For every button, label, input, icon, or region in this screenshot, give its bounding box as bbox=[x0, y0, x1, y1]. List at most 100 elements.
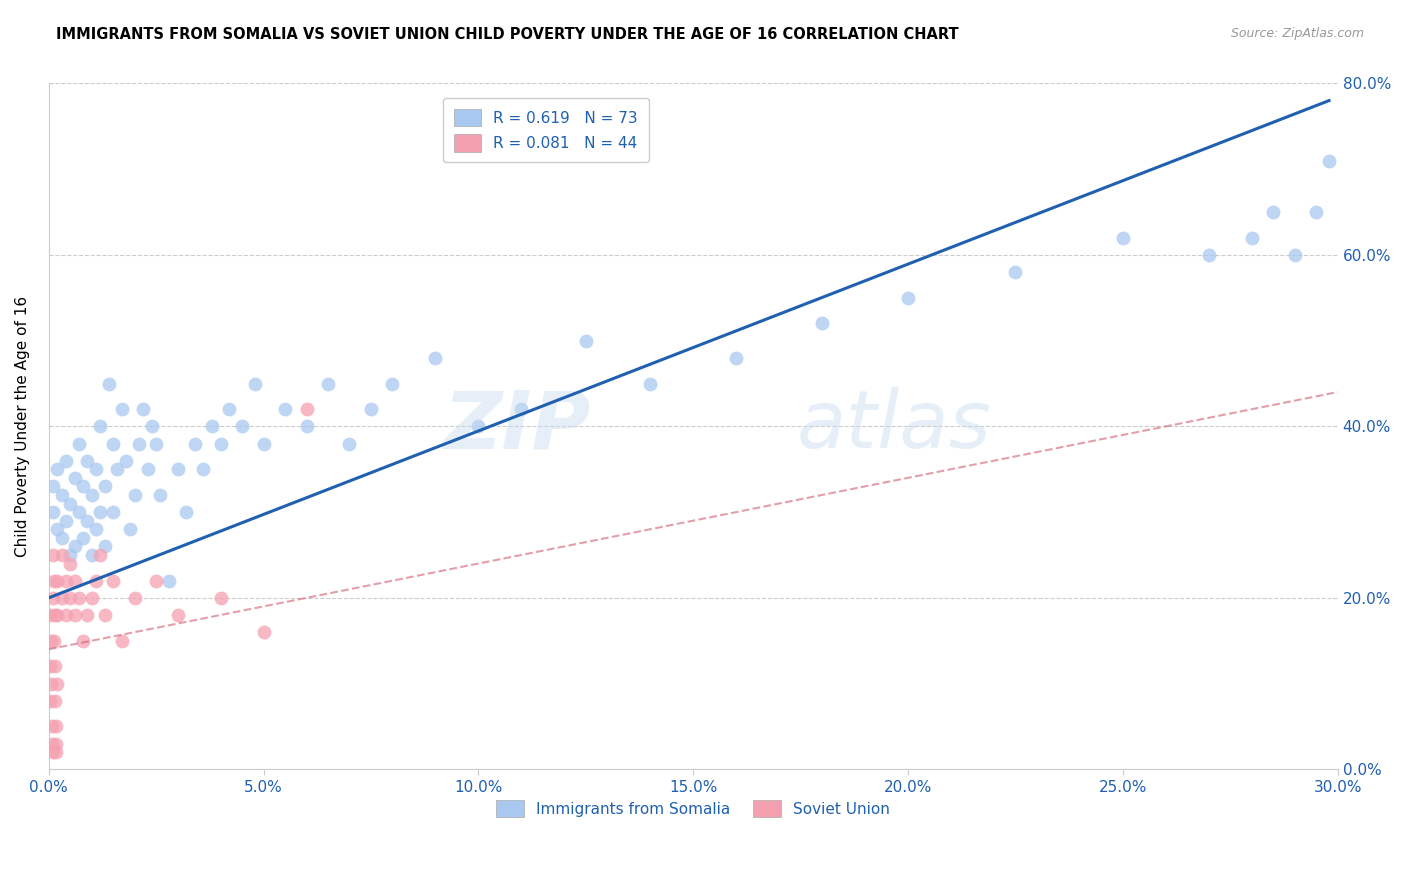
Point bbox=[63, 574, 86, 588]
Point bbox=[97, 376, 120, 391]
Point bbox=[59, 557, 82, 571]
Point bbox=[51, 548, 73, 562]
Point bbox=[166, 607, 188, 622]
Point bbox=[63, 471, 86, 485]
Point bbox=[145, 436, 167, 450]
Point bbox=[124, 591, 146, 605]
Point bbox=[103, 436, 125, 450]
Point bbox=[67, 591, 90, 605]
Point bbox=[55, 514, 77, 528]
Point bbox=[1305, 205, 1327, 219]
Point bbox=[184, 436, 207, 450]
Point bbox=[63, 607, 86, 622]
Point bbox=[39, 694, 62, 708]
Point bbox=[45, 737, 67, 751]
Text: IMMIGRANTS FROM SOMALIA VS SOVIET UNION CHILD POVERTY UNDER THE AGE OF 16 CORREL: IMMIGRANTS FROM SOMALIA VS SOVIET UNION … bbox=[56, 27, 959, 42]
Point bbox=[231, 419, 253, 434]
Point bbox=[93, 607, 115, 622]
Point bbox=[638, 376, 661, 391]
Text: atlas: atlas bbox=[796, 387, 991, 466]
Point bbox=[44, 574, 66, 588]
Point bbox=[41, 745, 63, 759]
Point bbox=[41, 676, 63, 690]
Point bbox=[316, 376, 339, 391]
Point bbox=[84, 522, 107, 536]
Point bbox=[243, 376, 266, 391]
Point bbox=[218, 402, 240, 417]
Point bbox=[59, 496, 82, 510]
Point bbox=[93, 479, 115, 493]
Point bbox=[132, 402, 155, 417]
Point bbox=[51, 531, 73, 545]
Point bbox=[136, 462, 159, 476]
Point bbox=[67, 505, 90, 519]
Point bbox=[111, 633, 134, 648]
Point bbox=[38, 607, 60, 622]
Point bbox=[76, 514, 98, 528]
Point bbox=[80, 548, 103, 562]
Point bbox=[103, 505, 125, 519]
Point bbox=[339, 436, 361, 450]
Text: ZIP: ZIP bbox=[443, 387, 591, 466]
Point bbox=[80, 591, 103, 605]
Point bbox=[39, 633, 62, 648]
Point bbox=[128, 436, 150, 450]
Point bbox=[120, 522, 142, 536]
Point bbox=[84, 462, 107, 476]
Point bbox=[274, 402, 297, 417]
Point bbox=[76, 453, 98, 467]
Point bbox=[897, 291, 920, 305]
Point bbox=[46, 607, 69, 622]
Point bbox=[45, 745, 67, 759]
Point bbox=[1004, 265, 1026, 279]
Point bbox=[209, 436, 232, 450]
Point bbox=[811, 317, 834, 331]
Point bbox=[55, 574, 77, 588]
Point bbox=[111, 402, 134, 417]
Point bbox=[201, 419, 224, 434]
Point bbox=[72, 479, 94, 493]
Point bbox=[124, 488, 146, 502]
Point bbox=[115, 453, 138, 467]
Point bbox=[89, 548, 111, 562]
Point bbox=[44, 607, 66, 622]
Point bbox=[575, 334, 598, 348]
Point bbox=[46, 676, 69, 690]
Point bbox=[1112, 231, 1135, 245]
Point bbox=[42, 479, 65, 493]
Point bbox=[93, 540, 115, 554]
Point bbox=[295, 419, 318, 434]
Point bbox=[41, 737, 63, 751]
Point bbox=[295, 402, 318, 417]
Point bbox=[67, 436, 90, 450]
Point bbox=[89, 419, 111, 434]
Point bbox=[1317, 153, 1340, 168]
Point bbox=[51, 591, 73, 605]
Point bbox=[209, 591, 232, 605]
Point bbox=[381, 376, 404, 391]
Point bbox=[252, 436, 274, 450]
Point bbox=[141, 419, 163, 434]
Point bbox=[1263, 205, 1285, 219]
Point bbox=[1284, 248, 1306, 262]
Point bbox=[59, 591, 82, 605]
Point bbox=[76, 607, 98, 622]
Point bbox=[42, 633, 65, 648]
Point bbox=[46, 574, 69, 588]
Point bbox=[725, 351, 748, 365]
Point bbox=[59, 548, 82, 562]
Point bbox=[44, 659, 66, 673]
Point bbox=[42, 505, 65, 519]
Y-axis label: Child Poverty Under the Age of 16: Child Poverty Under the Age of 16 bbox=[15, 296, 30, 557]
Point bbox=[149, 488, 172, 502]
Point bbox=[84, 574, 107, 588]
Point bbox=[55, 453, 77, 467]
Point bbox=[42, 591, 65, 605]
Point bbox=[46, 522, 69, 536]
Point bbox=[107, 462, 129, 476]
Point bbox=[166, 462, 188, 476]
Point bbox=[63, 540, 86, 554]
Point bbox=[44, 694, 66, 708]
Point bbox=[89, 505, 111, 519]
Point bbox=[55, 607, 77, 622]
